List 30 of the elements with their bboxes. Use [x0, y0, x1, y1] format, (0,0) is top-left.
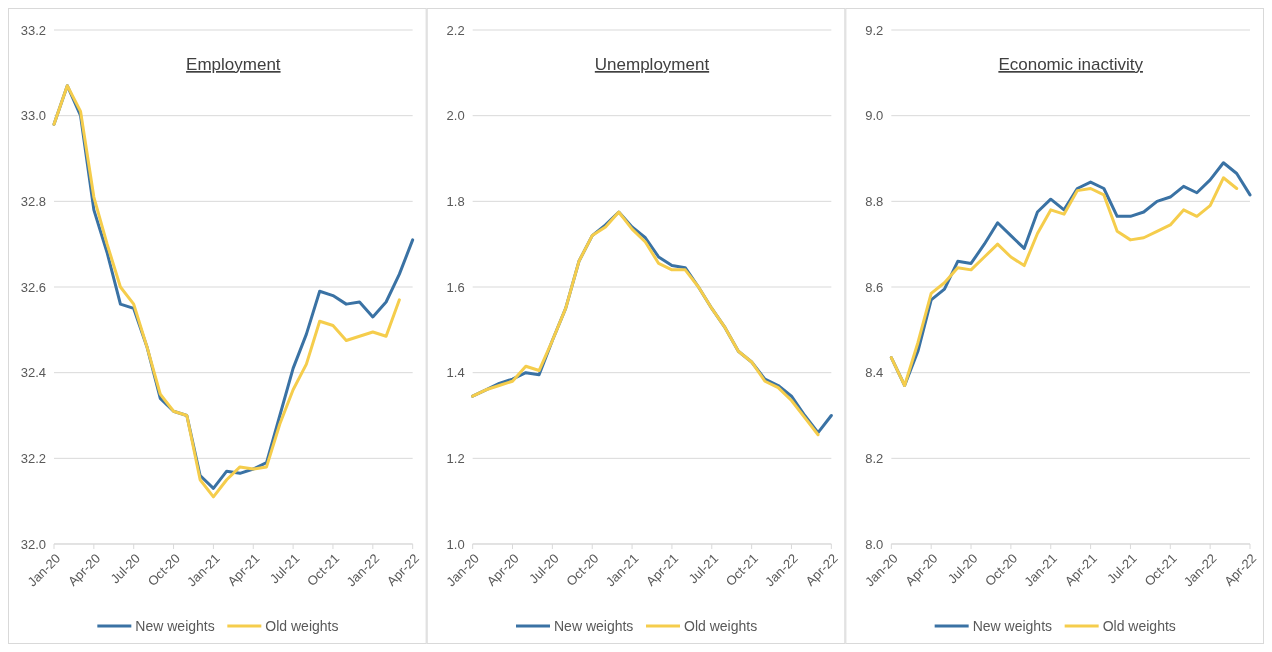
- legend-label: Old weights: [265, 617, 339, 634]
- y-tick-label: 1.8: [446, 193, 465, 209]
- text: Economic inactivity: [998, 55, 1144, 74]
- y-tick-label: 32.0: [20, 536, 46, 552]
- y-tick-label: 1.2: [446, 450, 465, 466]
- y-tick-label: 33.2: [20, 22, 46, 38]
- y-tick-label: 1.6: [446, 279, 465, 295]
- y-tick-label: 2.0: [446, 108, 465, 124]
- y-tick-label: 1.4: [446, 365, 465, 381]
- legend-label: New weights: [972, 617, 1053, 634]
- y-tick-label: 33.0: [20, 108, 46, 124]
- legend-label: New weights: [554, 617, 634, 634]
- y-tick-label: 32.4: [20, 365, 46, 381]
- y-tick-label: 32.6: [20, 279, 46, 295]
- y-tick-label: 8.2: [865, 450, 884, 466]
- y-tick-label: 32.2: [20, 450, 46, 466]
- y-tick-label: 8.6: [865, 279, 884, 295]
- legend-label: Old weights: [684, 617, 758, 634]
- y-tick-label: 2.2: [446, 22, 465, 38]
- text: Employment: [186, 55, 281, 74]
- y-tick-label: 9.0: [865, 108, 884, 124]
- legend-label: New weights: [135, 617, 215, 634]
- y-tick-label: 8.4: [865, 365, 884, 381]
- y-tick-label: 1.0: [446, 536, 465, 552]
- y-tick-label: 8.0: [865, 536, 884, 552]
- legend-label: Old weights: [1102, 617, 1176, 634]
- y-tick-label: 8.8: [865, 193, 884, 209]
- y-tick-label: 32.8: [20, 193, 46, 209]
- text: Unemployment: [594, 55, 710, 74]
- y-tick-label: 9.2: [865, 22, 884, 38]
